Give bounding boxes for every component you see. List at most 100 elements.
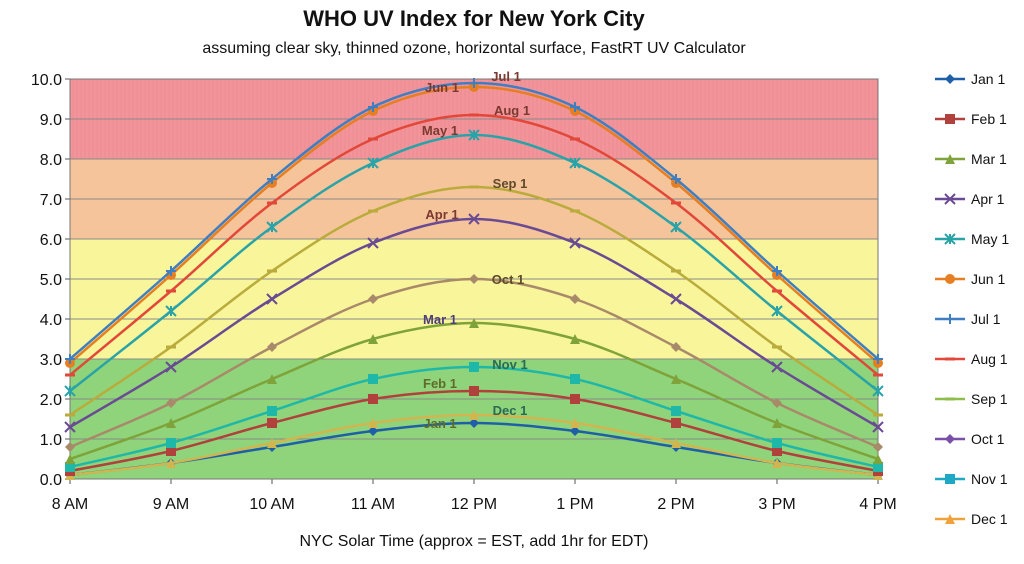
y-tick-label: 0.0	[40, 472, 62, 489]
data-point-may-1	[569, 157, 581, 169]
data-point-jul-1	[772, 266, 782, 276]
annotation-dec-1: Dec 1	[493, 403, 528, 418]
y-tick-label: 9.0	[40, 112, 62, 129]
x-tick-label: 1 PM	[556, 496, 593, 513]
data-point-jul-1	[570, 102, 580, 112]
data-point-jan-1	[570, 426, 580, 436]
data-point-mar-1	[469, 318, 479, 328]
y-tick-label: 2.0	[40, 392, 62, 409]
data-point-nov-1	[469, 362, 479, 372]
y-tick-label: 6.0	[40, 232, 62, 249]
data-point-nov-1	[671, 406, 681, 416]
legend-label-sep-1: Sep 1	[971, 391, 1008, 407]
x-axis-label: NYC Solar Time (approx = EST, add 1hr fo…	[299, 533, 649, 550]
legend-label-aug-1: Aug 1	[971, 351, 1008, 367]
y-tick-label: 1.0	[40, 432, 62, 449]
y-tick-label: 7.0	[40, 192, 62, 209]
annotation-jan-1: Jan 1	[423, 416, 456, 431]
data-point-jul-1	[368, 102, 378, 112]
data-point-feb-1	[671, 418, 681, 428]
data-point-may-1	[468, 129, 480, 141]
data-point-may-1	[64, 385, 76, 397]
legend-label-feb-1: Feb 1	[971, 111, 1007, 127]
data-point-apr-1	[569, 237, 581, 249]
data-point-nov-1	[570, 374, 580, 384]
annotation-may-1: May 1	[422, 123, 458, 138]
legend-label-apr-1: Apr 1	[971, 191, 1005, 207]
data-point-apr-1	[872, 421, 884, 433]
chart-subtitle: assuming clear sky, thinned ozone, horiz…	[202, 40, 746, 57]
data-point-dec-1	[267, 438, 277, 448]
legend-label-jan-1: Jan 1	[971, 71, 1005, 87]
legend-marker-feb-1	[945, 114, 955, 124]
data-point-apr-1	[266, 293, 278, 305]
legend-marker-jul-1	[945, 314, 955, 324]
annotation-aug-1: Aug 1	[494, 103, 530, 118]
x-tick-label: 2 PM	[657, 496, 694, 513]
data-point-nov-1	[873, 462, 883, 472]
legend-marker-mar-1	[945, 154, 955, 164]
data-point-feb-1	[267, 418, 277, 428]
x-tick-label: 4 PM	[859, 496, 896, 513]
data-point-dec-1	[570, 418, 580, 428]
data-point-oct-1	[873, 442, 883, 452]
x-tick-label: 10 AM	[249, 496, 294, 513]
data-point-nov-1	[166, 438, 176, 448]
data-point-may-1	[771, 305, 783, 317]
data-point-mar-1	[772, 418, 782, 428]
annotation-jul-1: Jul 1	[491, 69, 521, 84]
annotation-sep-1: Sep 1	[493, 176, 528, 191]
data-point-oct-1	[570, 294, 580, 304]
data-point-mar-1	[166, 418, 176, 428]
data-point-oct-1	[267, 342, 277, 352]
x-tick-label: 12 PM	[451, 496, 497, 513]
data-point-jul-1	[671, 174, 681, 184]
x-tick-label: 3 PM	[758, 496, 795, 513]
data-point-feb-1	[166, 446, 176, 456]
legend-label-jul-1: Jul 1	[971, 311, 1001, 327]
data-point-dec-1	[368, 418, 378, 428]
data-point-may-1	[367, 157, 379, 169]
legend-marker-apr-1	[944, 193, 956, 205]
x-tick-label: 9 AM	[153, 496, 189, 513]
data-point-feb-1	[469, 386, 479, 396]
data-point-may-1	[165, 305, 177, 317]
data-point-oct-1	[65, 442, 75, 452]
data-point-oct-1	[772, 398, 782, 408]
data-point-apr-1	[771, 361, 783, 373]
data-point-feb-1	[772, 446, 782, 456]
data-point-oct-1	[469, 274, 479, 284]
legend-marker-may-1	[944, 233, 956, 245]
data-point-mar-1	[368, 334, 378, 344]
y-tick-label: 8.0	[40, 152, 62, 169]
data-point-may-1	[266, 221, 278, 233]
data-point-feb-1	[368, 394, 378, 404]
data-point-mar-1	[873, 454, 883, 464]
chart-title: WHO UV Index for New York City	[303, 6, 645, 31]
y-tick-label: 4.0	[40, 312, 62, 329]
data-point-jan-1	[469, 418, 479, 428]
data-point-dec-1	[469, 410, 479, 420]
legend-label-may-1: May 1	[971, 231, 1009, 247]
annotation-mar-1: Mar 1	[423, 312, 457, 327]
data-point-oct-1	[671, 342, 681, 352]
annotation-nov-1: Nov 1	[492, 357, 527, 372]
data-point-mar-1	[267, 374, 277, 384]
data-point-dec-1	[772, 458, 782, 468]
data-point-apr-1	[670, 293, 682, 305]
legend-label-oct-1: Oct 1	[971, 431, 1005, 447]
legend-label-mar-1: Mar 1	[971, 151, 1007, 167]
legend-marker-jun-1	[945, 274, 955, 284]
data-point-mar-1	[570, 334, 580, 344]
annotation-feb-1: Feb 1	[423, 376, 457, 391]
legend-marker-oct-1	[945, 434, 955, 444]
legend-marker-dec-1	[945, 514, 955, 524]
data-point-apr-1	[367, 237, 379, 249]
x-tick-label: 11 AM	[351, 496, 395, 513]
data-point-jul-1	[469, 78, 479, 88]
annotation-apr-1: Apr 1	[425, 207, 458, 222]
data-point-oct-1	[368, 294, 378, 304]
data-point-nov-1	[772, 438, 782, 448]
